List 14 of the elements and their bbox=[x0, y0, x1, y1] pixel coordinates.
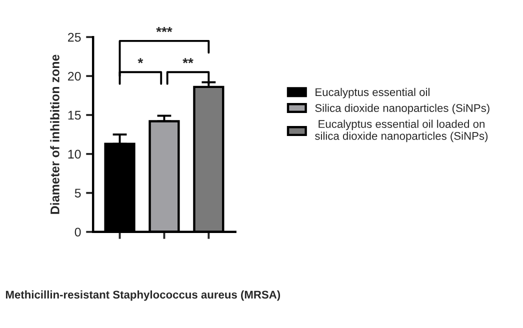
text: *** bbox=[156, 26, 172, 32]
legend-label: Eucalyptus essential oil bbox=[316, 88, 430, 98]
text: Methicillin-resistant Staphylococcus aureus (MRSA) bbox=[6, 290, 280, 301]
y-tick-label: 15 bbox=[68, 110, 81, 120]
y-tick-label: 5 bbox=[74, 188, 81, 198]
annotation: ** bbox=[182, 58, 194, 64]
y-tick-label: 20 bbox=[68, 72, 81, 81]
y-tick-label: 10 bbox=[68, 150, 81, 159]
annotation: * bbox=[138, 58, 144, 64]
y-tick-label: 0 bbox=[74, 228, 81, 237]
legend-label: Eucalyptus essential oil loaded on silica dioxide nanoparticles (SiNPs) bbox=[315, 120, 488, 142]
y-tick-label: 25 bbox=[68, 32, 81, 42]
legend-label: Silica dioxide nanoparticles (SiNPs) bbox=[315, 104, 490, 114]
y-axis-title: Diameter of inhibition zone bbox=[50, 54, 60, 214]
